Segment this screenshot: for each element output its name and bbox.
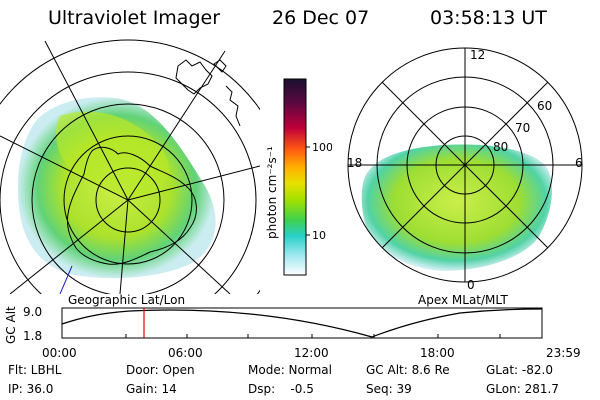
- geographic-map-panel: [0, 39, 260, 294]
- colorbar-gradient: [283, 78, 307, 276]
- info-glon: GLon: 281.7: [486, 382, 559, 396]
- xtick-2359: 23:59: [546, 346, 581, 360]
- chart-frame: [61, 307, 543, 339]
- date-label: 26 Dec 07: [272, 7, 370, 29]
- colorbar-tick-100: 100: [312, 141, 332, 154]
- lat-grid: [0, 39, 260, 294]
- info-mode: Mode: Normal: [248, 363, 332, 377]
- info-seq: Seq: 39: [366, 382, 412, 396]
- mlt-label-0: 0: [467, 278, 475, 292]
- mlat-label-70: 70: [515, 121, 530, 135]
- xtick-0600: 06:00: [168, 346, 203, 360]
- colorbar: 100 10 photon cm⁻²s⁻¹: [265, 78, 332, 276]
- ytick-1-8: 1.8: [23, 329, 42, 343]
- xtick-1800: 18:00: [420, 346, 455, 360]
- aurora-emission-right: [361, 144, 553, 271]
- info-ip: IP: 36.0: [8, 382, 54, 396]
- apex-polar-plot: 12 18 6 0 60 70 80: [347, 47, 583, 292]
- mlat-label-80: 80: [493, 140, 508, 154]
- mlat-label-60: 60: [537, 99, 552, 113]
- info-glat: GLat: -82.0: [486, 363, 553, 377]
- left-panel-caption: Geographic Lat/Lon: [68, 293, 186, 307]
- mlt-label-6: 6: [575, 156, 583, 170]
- mlt-label-18: 18: [347, 156, 362, 170]
- continent-outline: [67, 146, 197, 265]
- xtick-1200: 12:00: [294, 346, 329, 360]
- xtick-0000: 00:00: [42, 346, 77, 360]
- altitude-strip-chart: GC Alt 9.0 1.8 00:00 06:00 12:00 18:00 2…: [4, 305, 581, 360]
- info-gain: Gain: 14: [126, 382, 177, 396]
- ytick-9: 9.0: [23, 305, 42, 319]
- colorbar-label: photon cm⁻²s⁻¹: [265, 146, 279, 239]
- mlt-label-12: 12: [470, 48, 485, 62]
- altitude-curve: [61, 308, 543, 338]
- info-gc-alt: GC Alt: 8.6 Re: [366, 363, 450, 377]
- colorbar-tick-10: 10: [312, 229, 326, 242]
- mlt-grid: [348, 48, 582, 282]
- info-dsp: Dsp: -0.5: [248, 382, 314, 396]
- info-flt: Flt: LBHL: [8, 363, 62, 377]
- altitude-ylabel-text: GC Alt: [4, 306, 18, 344]
- instrument-title: Ultraviolet Imager: [48, 7, 221, 29]
- lon-grid: [0, 40, 260, 294]
- info-door: Door: Open: [126, 363, 195, 377]
- right-panel-caption: Apex MLat/MLT: [418, 293, 508, 307]
- time-label: 03:58:13 UT: [430, 7, 547, 29]
